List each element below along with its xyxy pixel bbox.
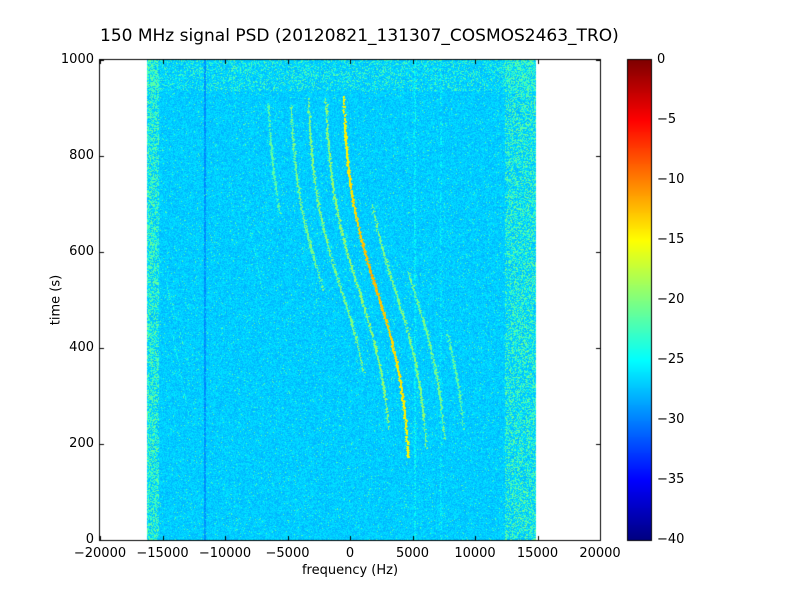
x-tick-label: 15000 xyxy=(516,546,559,561)
x-tick-label: −10000 xyxy=(198,546,252,561)
colorbar-tick-label: −35 xyxy=(657,472,685,487)
colorbar-tick-label: −15 xyxy=(657,232,685,247)
colorbar-tick-label: −5 xyxy=(657,112,677,127)
x-tick-label: 0 xyxy=(345,546,355,561)
y-tick-label: 1000 xyxy=(60,52,94,67)
colorbar-tick-label: −10 xyxy=(657,172,685,187)
colorbar-tick-label: −20 xyxy=(657,292,685,307)
chart-title: 150 MHz signal PSD (20120821_131307_COSM… xyxy=(100,26,619,46)
colorbar-tick-label: 0 xyxy=(657,52,666,67)
x-axis-label: frequency (Hz) xyxy=(301,563,399,578)
y-tick-label: 800 xyxy=(69,148,94,163)
colorbar-tick-label: −25 xyxy=(657,352,685,367)
y-tick-label: 200 xyxy=(69,436,94,451)
x-tick-label: −5000 xyxy=(265,546,310,561)
x-tick-label: 5000 xyxy=(395,546,430,561)
x-tick-label: −20000 xyxy=(73,546,127,561)
y-axis-label: time (s) xyxy=(48,274,64,326)
y-tick-label: 600 xyxy=(69,244,94,259)
x-tick-label: 20000 xyxy=(579,546,621,561)
x-tick-label: 10000 xyxy=(454,546,496,561)
colorbar-tick-label: −40 xyxy=(657,532,685,547)
y-tick-label: 400 xyxy=(69,340,94,355)
y-tick-label: 0 xyxy=(85,532,94,547)
colorbar-tick-label: −30 xyxy=(657,412,685,427)
x-tick-label: −15000 xyxy=(136,546,189,561)
